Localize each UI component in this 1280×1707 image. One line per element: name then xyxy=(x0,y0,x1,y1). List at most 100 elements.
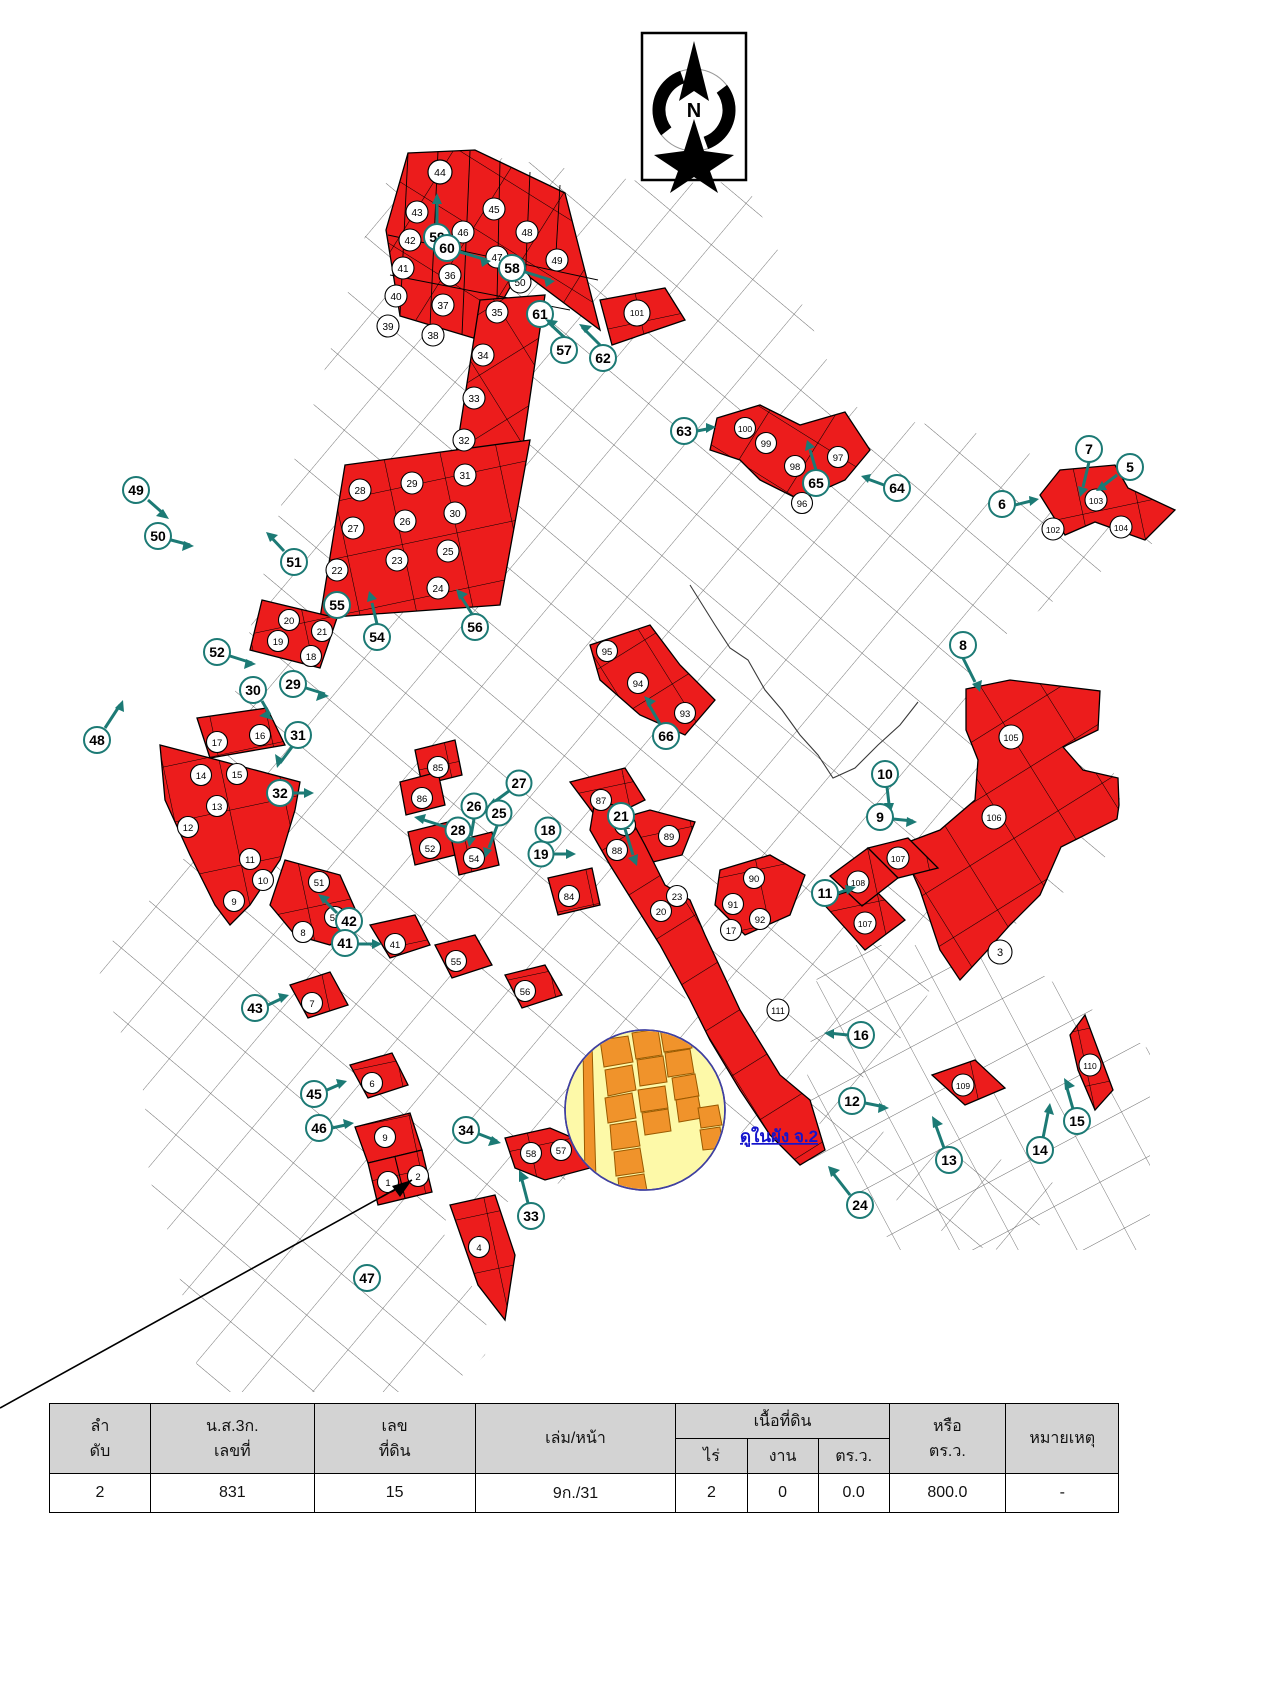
svg-text:55: 55 xyxy=(451,957,462,968)
svg-text:84: 84 xyxy=(564,892,575,903)
svg-text:87: 87 xyxy=(596,796,607,807)
svg-text:9: 9 xyxy=(231,897,236,908)
svg-text:ดูในผัง จ.2: ดูในผัง จ.2 xyxy=(740,1126,818,1148)
svg-text:30: 30 xyxy=(449,509,461,520)
svg-text:13: 13 xyxy=(941,1152,957,1168)
svg-text:57: 57 xyxy=(556,342,572,358)
svg-text:1: 1 xyxy=(385,1178,390,1189)
svg-text:12: 12 xyxy=(183,823,194,834)
svg-text:11: 11 xyxy=(818,885,833,901)
svg-text:28: 28 xyxy=(354,486,366,497)
svg-text:52: 52 xyxy=(425,844,436,855)
svg-text:23: 23 xyxy=(672,892,683,903)
svg-text:45: 45 xyxy=(306,1086,322,1102)
svg-text:37: 37 xyxy=(437,301,449,312)
svg-text:42: 42 xyxy=(341,913,357,929)
svg-text:86: 86 xyxy=(417,794,428,805)
svg-text:94: 94 xyxy=(633,679,644,690)
svg-text:15: 15 xyxy=(1069,1113,1085,1129)
svg-text:8: 8 xyxy=(300,928,305,939)
svg-text:64: 64 xyxy=(889,480,905,496)
svg-text:16: 16 xyxy=(853,1027,869,1043)
svg-text:3: 3 xyxy=(997,947,1003,959)
svg-text:51: 51 xyxy=(314,878,325,889)
svg-text:18: 18 xyxy=(540,823,556,838)
svg-text:35: 35 xyxy=(491,308,503,319)
svg-text:56: 56 xyxy=(467,619,483,635)
svg-text:48: 48 xyxy=(521,228,533,239)
svg-text:60: 60 xyxy=(439,240,455,256)
svg-text:26: 26 xyxy=(399,517,411,528)
svg-text:27: 27 xyxy=(511,776,526,791)
svg-text:107: 107 xyxy=(858,919,872,929)
svg-text:27: 27 xyxy=(347,524,359,535)
svg-text:90: 90 xyxy=(749,874,760,885)
svg-text:55: 55 xyxy=(329,597,345,613)
svg-text:26: 26 xyxy=(466,799,482,814)
svg-text:56: 56 xyxy=(520,987,531,998)
svg-text:25: 25 xyxy=(491,806,507,821)
svg-text:101: 101 xyxy=(630,308,644,318)
svg-text:4: 4 xyxy=(476,1243,481,1254)
svg-text:21: 21 xyxy=(613,808,629,824)
svg-text:43: 43 xyxy=(247,1000,263,1016)
svg-text:22: 22 xyxy=(331,566,343,577)
svg-text:104: 104 xyxy=(1114,523,1128,533)
svg-text:46: 46 xyxy=(311,1120,327,1136)
svg-text:29: 29 xyxy=(285,676,301,692)
svg-text:29: 29 xyxy=(406,479,418,490)
svg-text:34: 34 xyxy=(477,351,489,362)
svg-text:20: 20 xyxy=(656,907,667,918)
svg-text:100: 100 xyxy=(738,424,752,434)
svg-text:52: 52 xyxy=(209,644,225,660)
svg-text:23: 23 xyxy=(391,556,403,567)
svg-text:15: 15 xyxy=(232,770,243,781)
svg-text:97: 97 xyxy=(833,453,844,464)
svg-text:18: 18 xyxy=(306,652,317,663)
svg-text:41: 41 xyxy=(397,264,409,275)
svg-text:65: 65 xyxy=(808,475,824,491)
svg-text:98: 98 xyxy=(790,462,801,473)
svg-text:7: 7 xyxy=(309,999,314,1010)
svg-text:106: 106 xyxy=(986,813,1001,823)
svg-text:16: 16 xyxy=(255,731,266,742)
svg-text:6: 6 xyxy=(998,496,1006,512)
svg-text:102: 102 xyxy=(1046,525,1060,535)
svg-text:103: 103 xyxy=(1089,496,1103,506)
svg-text:89: 89 xyxy=(664,832,675,843)
svg-text:31: 31 xyxy=(459,471,471,482)
svg-text:11: 11 xyxy=(245,855,255,866)
svg-text:34: 34 xyxy=(458,1122,474,1138)
svg-text:48: 48 xyxy=(89,732,105,748)
svg-text:41: 41 xyxy=(337,935,353,951)
svg-text:85: 85 xyxy=(433,763,444,774)
svg-text:25: 25 xyxy=(442,547,454,558)
svg-text:57: 57 xyxy=(556,1146,567,1157)
svg-text:9: 9 xyxy=(382,1133,387,1144)
svg-text:50: 50 xyxy=(150,528,166,544)
svg-text:63: 63 xyxy=(676,423,692,439)
svg-text:38: 38 xyxy=(427,331,439,342)
svg-text:7: 7 xyxy=(1085,441,1093,457)
svg-text:54: 54 xyxy=(369,629,385,645)
svg-text:51: 51 xyxy=(286,554,302,570)
svg-text:46: 46 xyxy=(457,228,469,239)
svg-text:107: 107 xyxy=(891,854,905,864)
svg-text:6: 6 xyxy=(369,1079,374,1090)
svg-text:17: 17 xyxy=(726,926,737,937)
svg-text:88: 88 xyxy=(612,846,623,857)
svg-text:17: 17 xyxy=(212,738,223,749)
svg-text:40: 40 xyxy=(390,292,402,303)
svg-text:66: 66 xyxy=(658,728,674,744)
svg-text:33: 33 xyxy=(468,394,480,405)
svg-text:30: 30 xyxy=(245,682,261,698)
svg-text:20: 20 xyxy=(284,616,295,627)
svg-text:N: N xyxy=(687,100,701,122)
svg-text:14: 14 xyxy=(1032,1142,1048,1158)
svg-text:54: 54 xyxy=(469,854,480,865)
svg-text:24: 24 xyxy=(432,584,444,595)
svg-text:10: 10 xyxy=(258,876,269,887)
svg-text:91: 91 xyxy=(728,900,739,911)
svg-text:62: 62 xyxy=(595,350,611,366)
svg-text:8: 8 xyxy=(959,637,967,653)
